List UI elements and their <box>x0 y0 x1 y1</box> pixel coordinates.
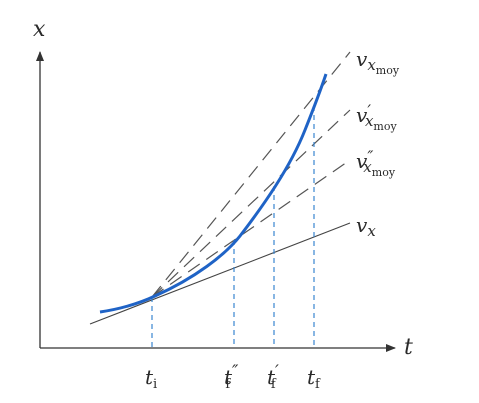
tick-label-ti: ti <box>145 365 157 392</box>
y-axis-label: x <box>33 17 46 42</box>
label-vxmoy: vxmoy <box>356 47 400 77</box>
label-vxmoy-prime: v′ xmoy <box>356 101 397 133</box>
secant-line-vxmoy-double-prime <box>151 159 351 298</box>
secant-line-vxmoy-prime <box>151 109 351 298</box>
position-curve <box>99 73 328 314</box>
tick-label-tf: tf <box>307 365 321 392</box>
tick-label-tf-prime: t′ f <box>267 362 279 392</box>
x-axis-label: t <box>404 335 413 360</box>
label-vxmoy-double-prime: v″ xmoy <box>356 147 396 179</box>
tick-label-tf-double-prime: t″ f <box>224 362 239 392</box>
tangent-line-vx <box>89 222 351 325</box>
label-vx: vx <box>356 213 376 240</box>
secant-line-vxmoy <box>151 51 351 298</box>
